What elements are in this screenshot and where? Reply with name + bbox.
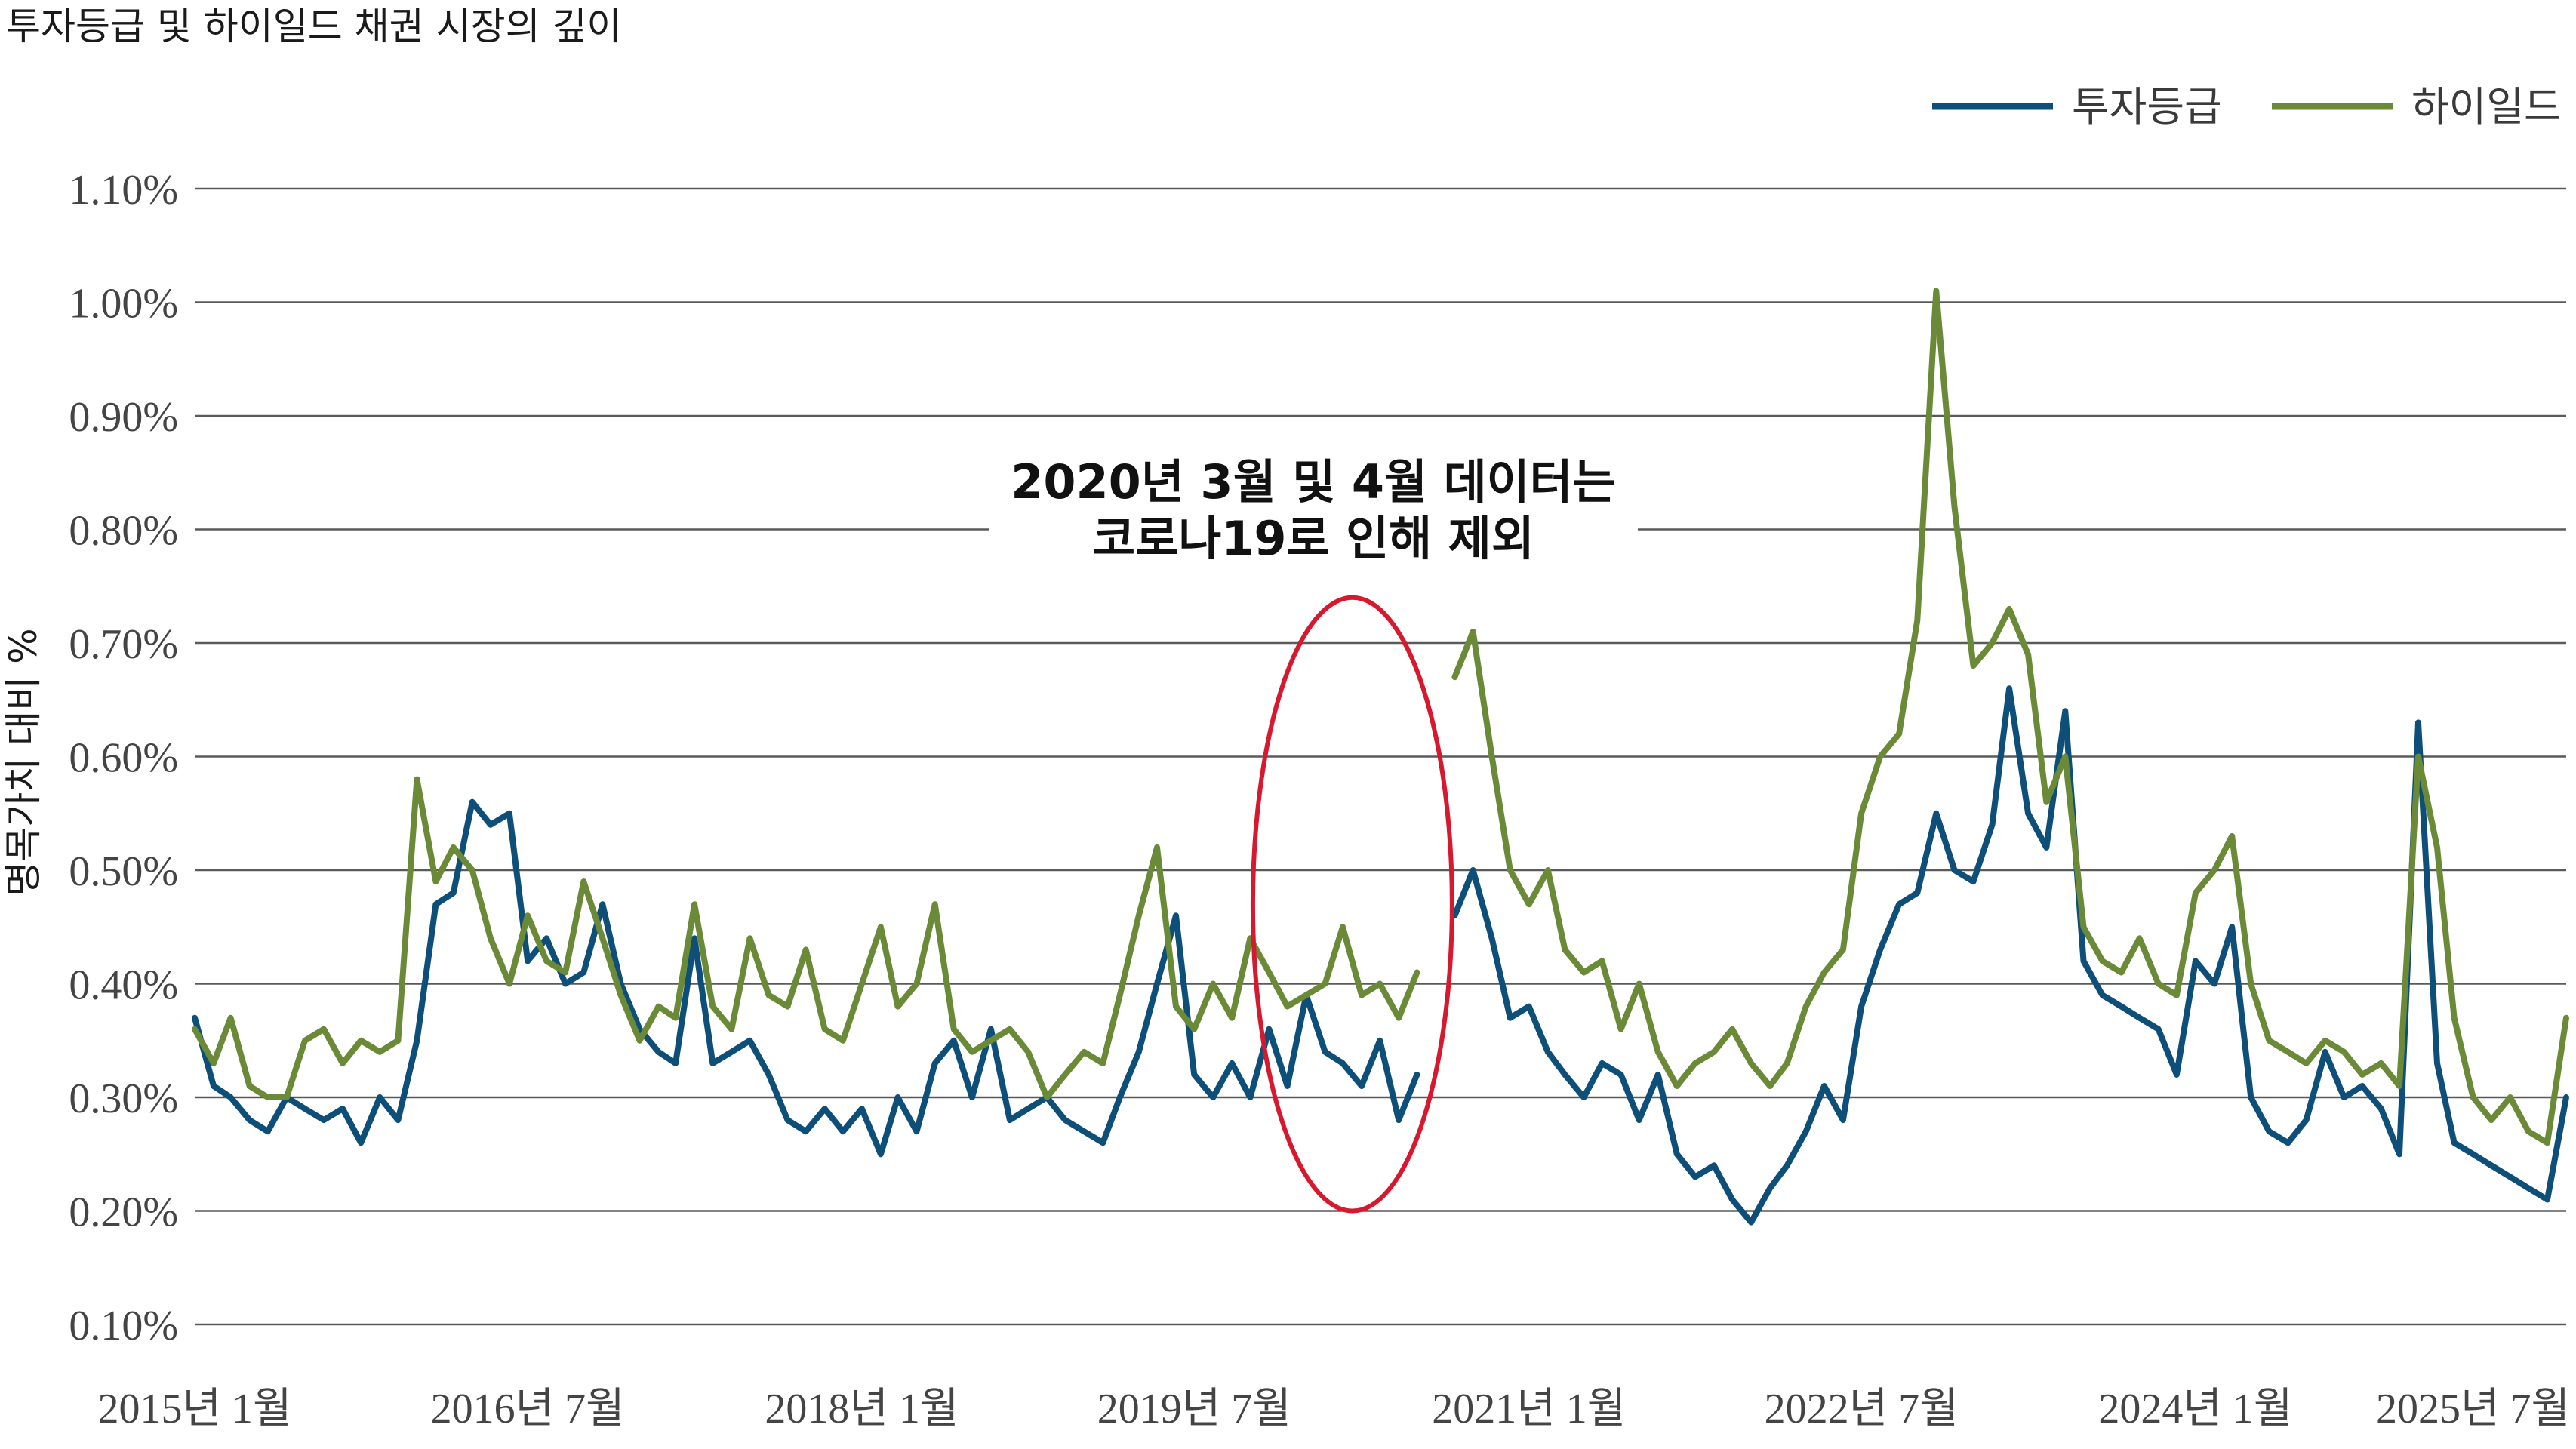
x-axis-ticks: 2015년 1월 2016년 7월 2018년 1월 2019년 7월 2021년 1월… [97,1386,2570,1432]
series-lines [192,288,2569,1226]
gridlines [195,187,2566,1326]
legend-label-high-yield: 하이일드 [2411,83,2562,131]
annotation-line-2: 코로나19로 인해 제외 [1092,511,1534,566]
y-tick-label: 0.70% [69,621,178,668]
x-tick-label: 2019년 7월 [1097,1386,1291,1432]
chart-title: 투자등급 및 하이일드 채권 시장의 깊이 [6,5,621,48]
y-tick-label: 0.80% [69,508,178,555]
annotation-line-1: 2020년 3월 및 4월 데이터는 [1011,454,1616,509]
y-tick-label: 0.50% [69,848,178,895]
legend-label-investment-grade: 투자등급 [2072,83,2222,131]
annotation-backdrop [989,445,1638,574]
y-tick-label: 0.60% [69,735,178,782]
y-tick-label: 1.00% [69,281,178,328]
x-tick-label: 2024년 1월 [2098,1386,2292,1432]
x-tick-label: 2015년 1월 [97,1386,291,1432]
x-tick-label: 2018년 1월 [765,1386,959,1432]
y-tick-label: 0.40% [69,962,178,1009]
x-tick-label: 2022년 7월 [1765,1386,1959,1432]
x-tick-label: 2021년 1월 [1432,1386,1626,1432]
high-yield-line-segment-1 [192,776,1420,1100]
y-tick-label: 0.90% [69,394,178,441]
x-tick-label: 2016년 7월 [431,1386,625,1432]
high-yield-line-segment-2 [1451,288,2569,1146]
investment-grade-line-segment-2 [1451,685,2569,1226]
annotation: 2020년 3월 및 4월 데이터는 코로나19로 인해 제외 [989,445,1638,1214]
x-tick-label: 2025년 7월 [2376,1386,2570,1432]
legend: 투자등급 하이일드 [1932,83,2562,131]
annotation-circle [1250,595,1454,1214]
y-tick-label: 0.30% [69,1075,178,1122]
y-tick-label: 0.10% [69,1303,178,1349]
y-axis-ticks: 0.10% 0.20% 0.30% 0.40% 0.50% 0.60% 0.70% 0.80%… [69,167,178,1349]
y-tick-label: 0.20% [69,1189,178,1236]
y-tick-label: 1.10% [69,167,178,214]
investment-grade-line-segment-1 [192,798,1420,1158]
y-axis-label: 명목가치 대비 % [2,628,45,896]
